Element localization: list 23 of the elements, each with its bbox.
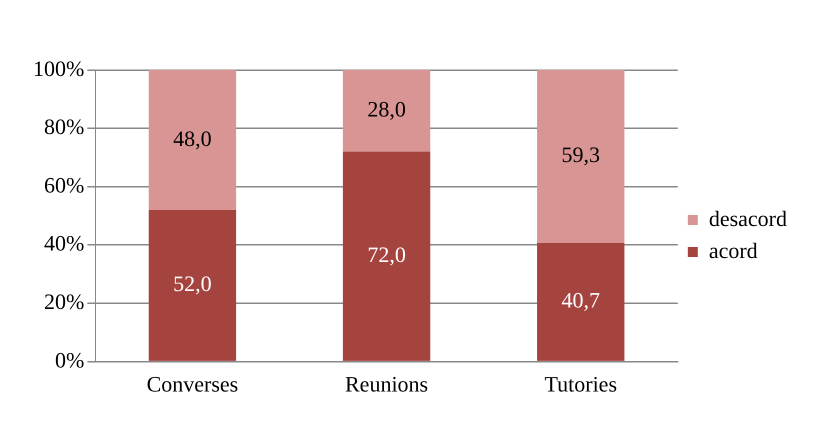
- y-tick-label: 100%: [33, 56, 84, 81]
- y-tick-label: 80%: [44, 114, 84, 140]
- bar: [537, 70, 624, 243]
- legend-label: acord: [708, 238, 758, 263]
- bar: [148, 210, 236, 361]
- y-tick-label: 60%: [44, 172, 84, 198]
- x-tick-label: Tutories: [544, 372, 618, 397]
- data-label: 48,0: [173, 126, 212, 151]
- bar: [148, 70, 236, 210]
- bar: [342, 152, 430, 361]
- y-tick-label: 0%: [55, 347, 84, 372]
- data-label: 72,0: [367, 242, 406, 268]
- data-label: 28,0: [367, 96, 406, 122]
- legend-label: desacord: [708, 206, 788, 231]
- x-tick-label: Converses: [146, 372, 238, 397]
- data-label: 59,3: [561, 142, 600, 168]
- y-tick-label: 40%: [44, 230, 84, 256]
- x-tick-label: Reunions: [345, 372, 428, 397]
- bar: [342, 70, 430, 152]
- bar: [537, 242, 624, 361]
- y-tick-label: 20%: [44, 289, 84, 314]
- data-label: 40,7: [561, 288, 600, 313]
- data-label: 52,0: [173, 271, 212, 296]
